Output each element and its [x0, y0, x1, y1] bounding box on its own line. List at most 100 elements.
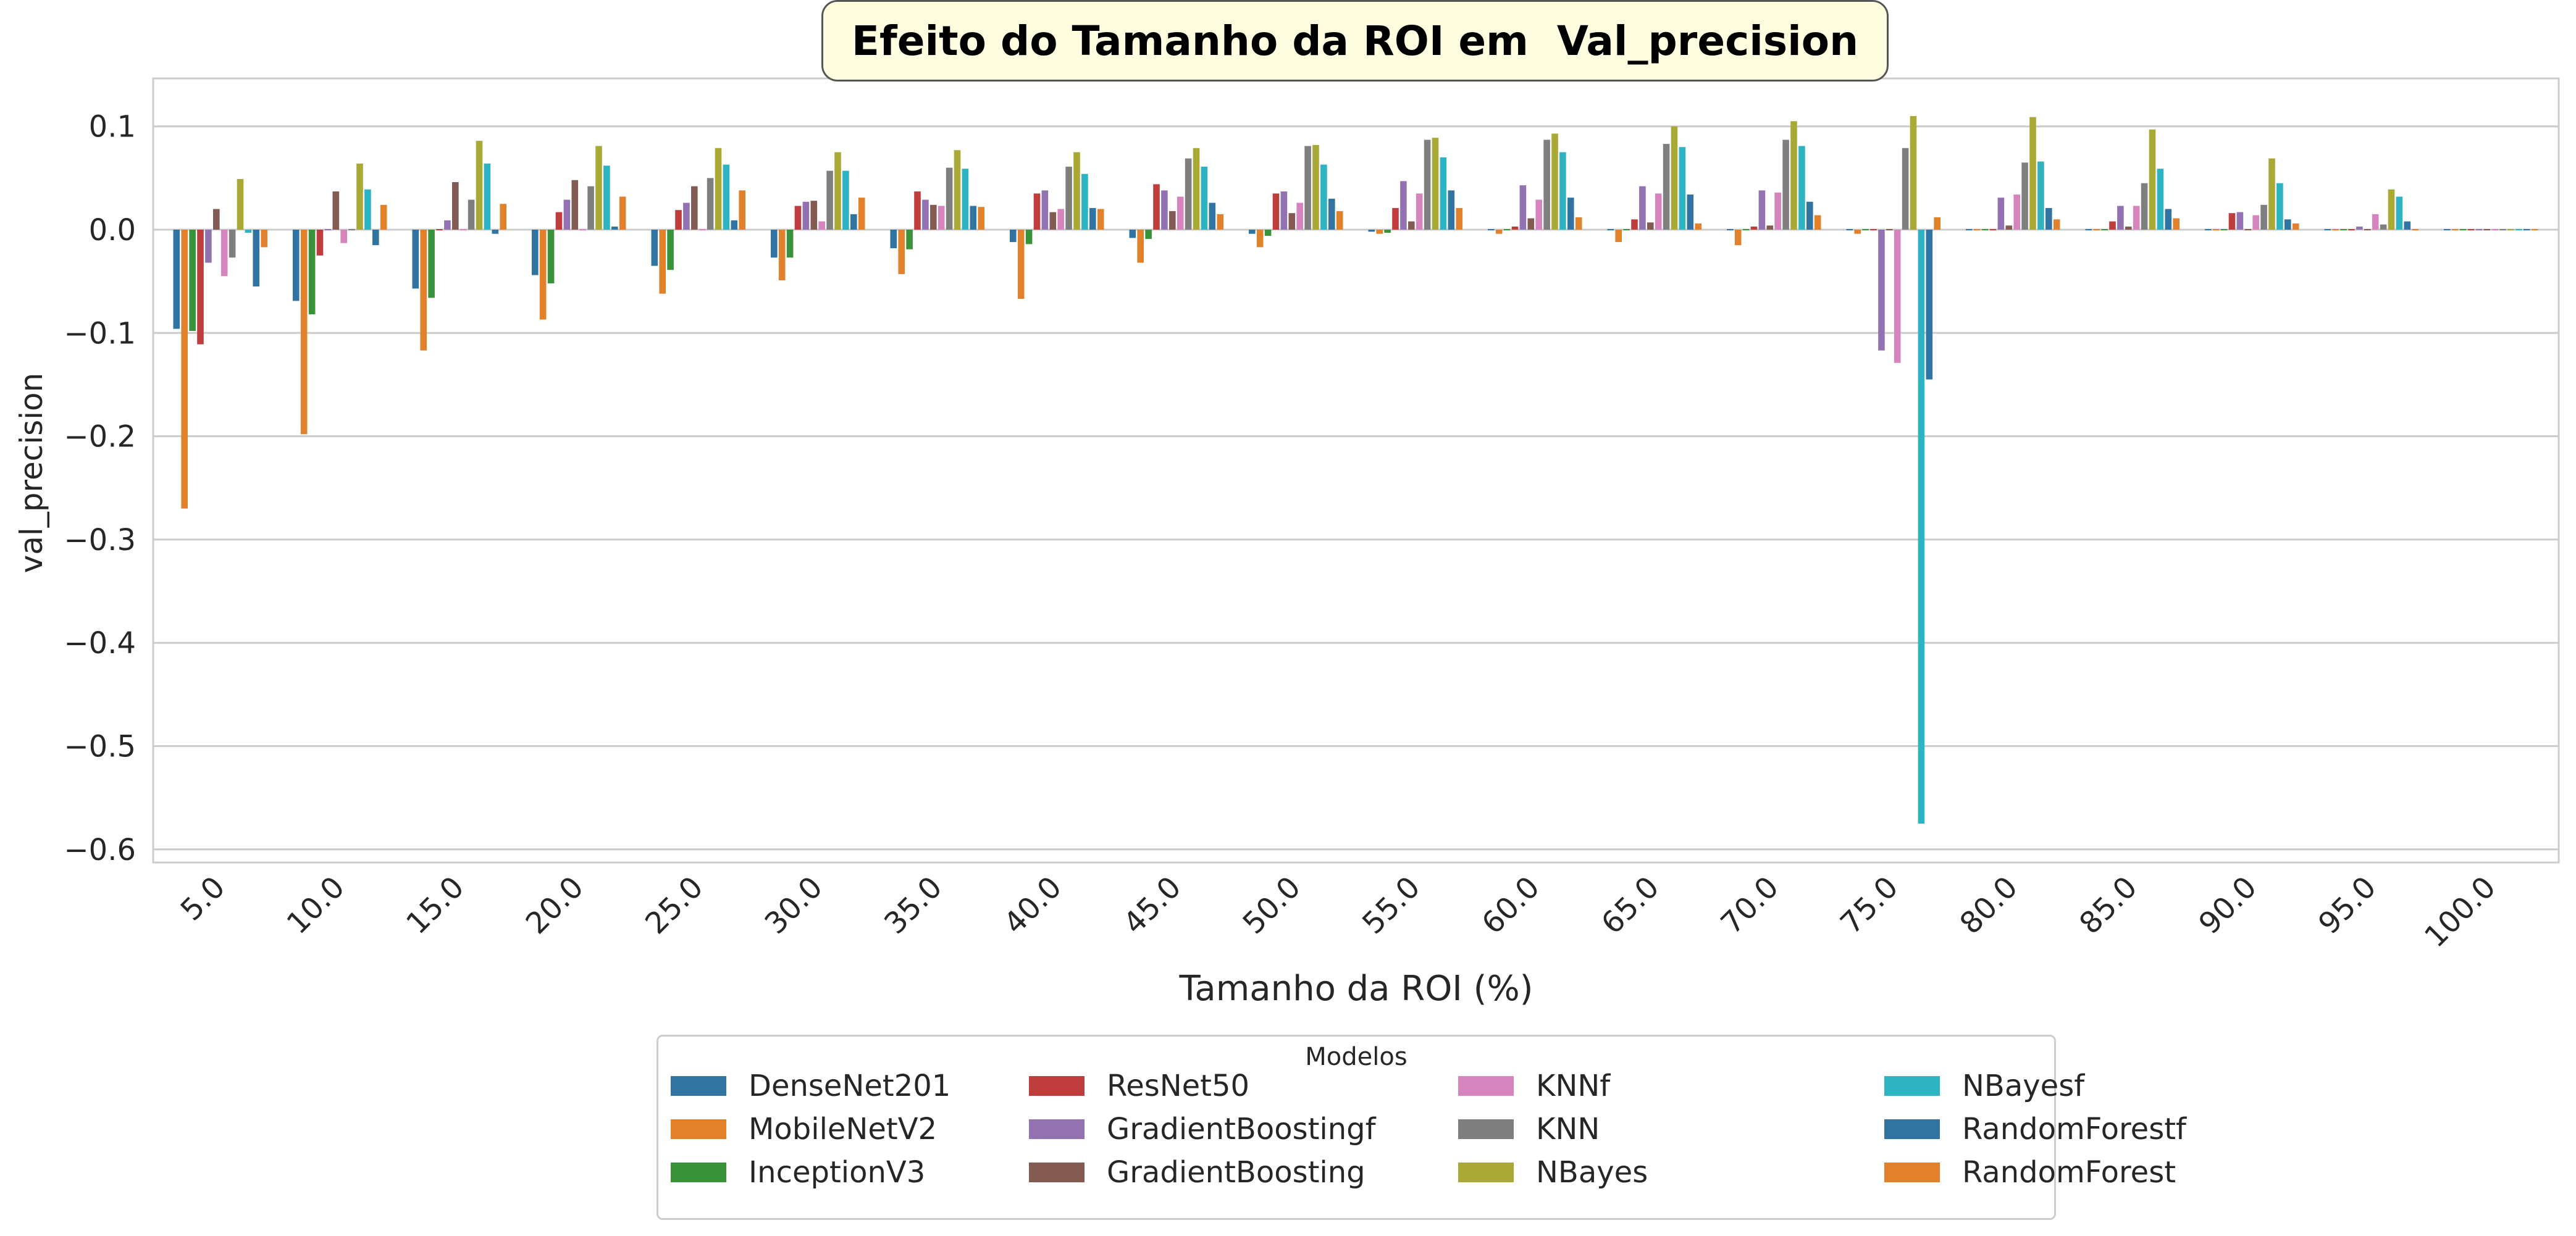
bar — [1440, 157, 1447, 230]
bar — [2109, 221, 2116, 230]
y-tick-label: −0.6 — [64, 833, 136, 867]
bar — [1687, 194, 1694, 230]
bar — [651, 230, 658, 266]
x-tick-label: 95.0 — [2312, 870, 2383, 941]
bar — [300, 230, 308, 435]
bar — [1742, 229, 1750, 230]
bar — [778, 230, 786, 280]
bar — [1575, 217, 1582, 230]
bar — [2141, 183, 2148, 230]
bar — [691, 186, 698, 230]
bar — [771, 230, 778, 258]
legend-label: RandomForest — [1962, 1155, 2176, 1190]
bar — [428, 230, 435, 298]
bar — [1320, 164, 1327, 230]
legend-label: KNNf — [1536, 1069, 1611, 1103]
x-tick-label: 30.0 — [758, 870, 829, 941]
bar — [1926, 230, 1933, 380]
bar — [2029, 117, 2036, 230]
bar — [484, 163, 491, 230]
bar — [898, 230, 905, 274]
legend-item: ResNet50 — [1029, 1067, 1249, 1104]
bar — [2045, 207, 2052, 230]
bar — [603, 165, 610, 230]
bar — [1559, 152, 1566, 230]
bar — [2212, 229, 2220, 230]
bar — [723, 164, 730, 230]
bar — [492, 230, 499, 234]
bar — [2475, 229, 2483, 230]
bar — [930, 204, 937, 230]
x-tick-label: 65.0 — [1595, 870, 1666, 941]
bar — [2524, 229, 2530, 230]
bar — [1766, 225, 1774, 230]
bar — [340, 230, 347, 243]
bar — [619, 196, 626, 230]
y-tick-labels: 0.1 0.0 −0.1 −0.2 −0.3 −0.4 −0.5 −0.6 — [64, 110, 136, 867]
bar — [1623, 229, 1630, 230]
bar — [2205, 229, 2212, 230]
x-tick-label: 90.0 — [2192, 870, 2263, 941]
bar — [356, 163, 363, 230]
bar — [348, 229, 355, 230]
bar — [1272, 193, 1280, 230]
bar — [715, 148, 722, 230]
bar — [476, 141, 483, 230]
bar — [189, 230, 196, 331]
bar — [2467, 229, 2475, 230]
legend-swatch — [1029, 1119, 1085, 1139]
legend-item: NBayesf — [1884, 1067, 2084, 1104]
bar — [890, 230, 897, 249]
legend: Modelos DenseNet201 MobileNetV2 InceptionV… — [657, 1035, 2186, 1220]
bar — [1169, 211, 1176, 230]
x-tick-label: 10.0 — [280, 870, 351, 941]
x-tick-label: 55.0 — [1356, 870, 1427, 941]
bar — [1655, 193, 1662, 230]
x-tick-label: 50.0 — [1236, 870, 1307, 941]
bar — [1368, 230, 1375, 232]
x-tick-label: 35.0 — [878, 870, 949, 941]
bar — [2133, 206, 2140, 230]
bar — [1137, 230, 1144, 263]
legend-item: GradientBoosting — [1029, 1154, 1366, 1191]
bar — [2531, 229, 2538, 230]
bar — [2021, 162, 2028, 230]
bar — [1886, 229, 1893, 230]
bar — [459, 229, 467, 230]
legend-item: RandomForest — [1884, 1154, 2176, 1191]
bar — [1695, 223, 1701, 230]
bar — [213, 209, 220, 230]
bar — [2101, 229, 2108, 230]
bar — [532, 230, 539, 275]
bar — [1392, 207, 1399, 230]
bar — [1567, 198, 1574, 230]
bar — [181, 230, 188, 509]
bar — [436, 229, 443, 230]
bar — [539, 230, 547, 320]
bar — [1519, 185, 1527, 230]
bar — [1081, 173, 1088, 230]
bar — [1097, 209, 1104, 230]
plot-frame — [152, 77, 2560, 864]
bar — [2149, 129, 2156, 230]
bar — [1177, 196, 1184, 230]
bar — [1854, 230, 1861, 234]
bar — [2340, 229, 2347, 230]
y-tick-label: −0.3 — [64, 523, 136, 557]
bar — [1615, 230, 1622, 243]
bar — [1910, 116, 1917, 230]
bar — [2356, 227, 2363, 230]
legend-label: GradientBoosting — [1107, 1155, 1366, 1190]
x-tick-label: 25.0 — [639, 870, 710, 941]
bar — [2388, 189, 2395, 230]
legend-swatch — [1884, 1076, 1940, 1096]
legend-title: Modelos — [1305, 1043, 1408, 1071]
bar — [2173, 218, 2180, 230]
legend-label: MobileNetV2 — [749, 1112, 938, 1146]
bar — [1280, 191, 1288, 230]
legend-label: NBayesf — [1962, 1069, 2085, 1103]
bar — [1894, 230, 1901, 363]
bar — [1814, 215, 1821, 230]
bar — [2507, 229, 2514, 230]
bar — [2499, 229, 2506, 230]
